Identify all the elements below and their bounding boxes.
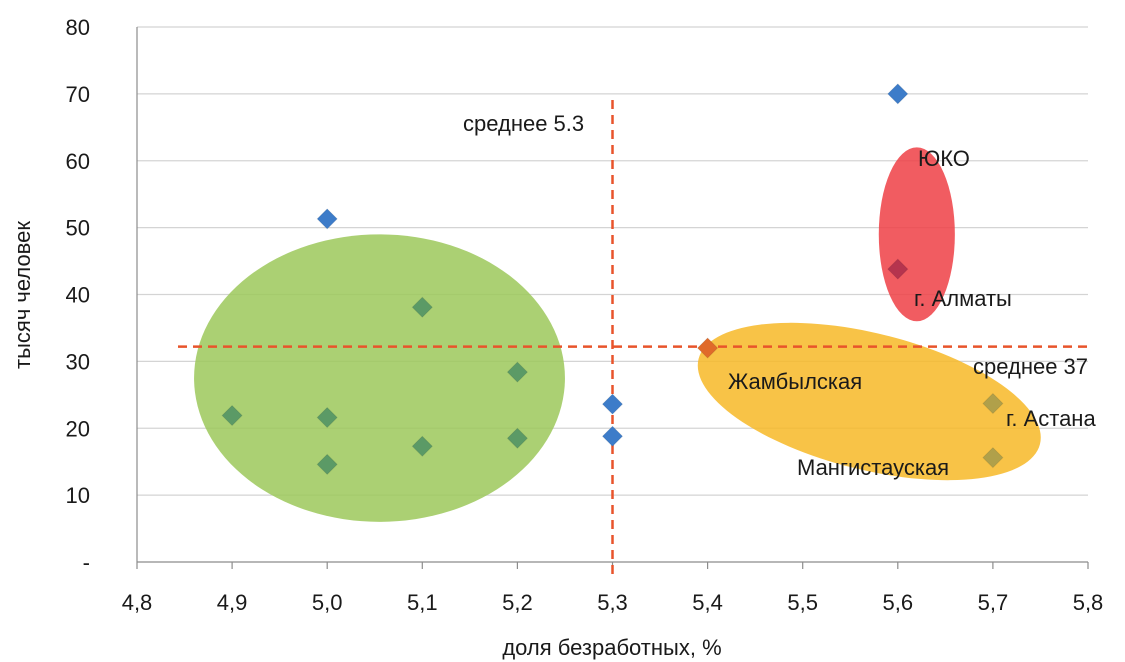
data-point [316, 208, 338, 230]
y-tick-label: 80 [66, 15, 90, 40]
x-tick-label: 5,2 [502, 590, 533, 615]
x-tick-label: 4,9 [217, 590, 248, 615]
group-ellipse [697, 322, 1041, 481]
data-point [411, 435, 434, 458]
label-zhambyl: Жамбылская [728, 369, 862, 394]
data-point [506, 361, 529, 383]
data-point [506, 427, 529, 449]
data-point [887, 83, 909, 105]
mean-lines [178, 100, 1090, 578]
y-tick-label: 70 [66, 82, 90, 107]
tick-labels: - 10 20 30 40 50 60 70 80 4,8 4,9 5,0 5,1 5,2 5,3 5,4 5,… [66, 15, 1104, 615]
x-tick-label: 5,6 [883, 590, 914, 615]
label-yuko: ЮКО [918, 146, 970, 171]
data-point [221, 404, 243, 427]
data-point [982, 392, 1004, 415]
label-astana: г. Астана [1006, 406, 1096, 431]
y-tick-label: 50 [66, 216, 90, 241]
y-axis-title: тысяч человек [10, 221, 35, 369]
label-mangistau: Мангистауская [797, 455, 949, 480]
mean-y-label: среднее 37 [973, 354, 1088, 379]
x-tick-label: 5,5 [787, 590, 818, 615]
data-points [221, 83, 1004, 476]
x-tick-label: 5,0 [312, 590, 343, 615]
data-point [601, 425, 624, 447]
x-tick-label: 5,8 [1073, 590, 1104, 615]
x-tick-label: 4,8 [122, 590, 153, 615]
x-tick-label: 5,3 [597, 590, 628, 615]
x-tick-label: 5,7 [978, 590, 1009, 615]
y-tick-label: 30 [66, 349, 90, 374]
group-ellipses [194, 147, 1041, 522]
y-tick-label: 40 [66, 283, 90, 308]
data-point [316, 453, 338, 476]
mean-x-label: среднее 5.3 [463, 111, 584, 136]
x-axis-title: доля безработных, % [502, 635, 721, 660]
label-almaty: г. Алматы [914, 286, 1012, 311]
y-tick-label: 10 [66, 483, 90, 508]
data-point [696, 337, 719, 359]
y-tick-label: 20 [66, 416, 90, 441]
data-point [982, 446, 1004, 469]
data-point [601, 393, 624, 415]
y-tick-label: 60 [66, 149, 90, 174]
y-tick-label: - [83, 550, 90, 575]
group-ellipse [194, 234, 565, 522]
data-point [887, 258, 909, 280]
x-tick-label: 5,4 [692, 590, 723, 615]
data-point [411, 296, 434, 318]
data-point [316, 406, 338, 429]
x-tick-label: 5,1 [407, 590, 438, 615]
